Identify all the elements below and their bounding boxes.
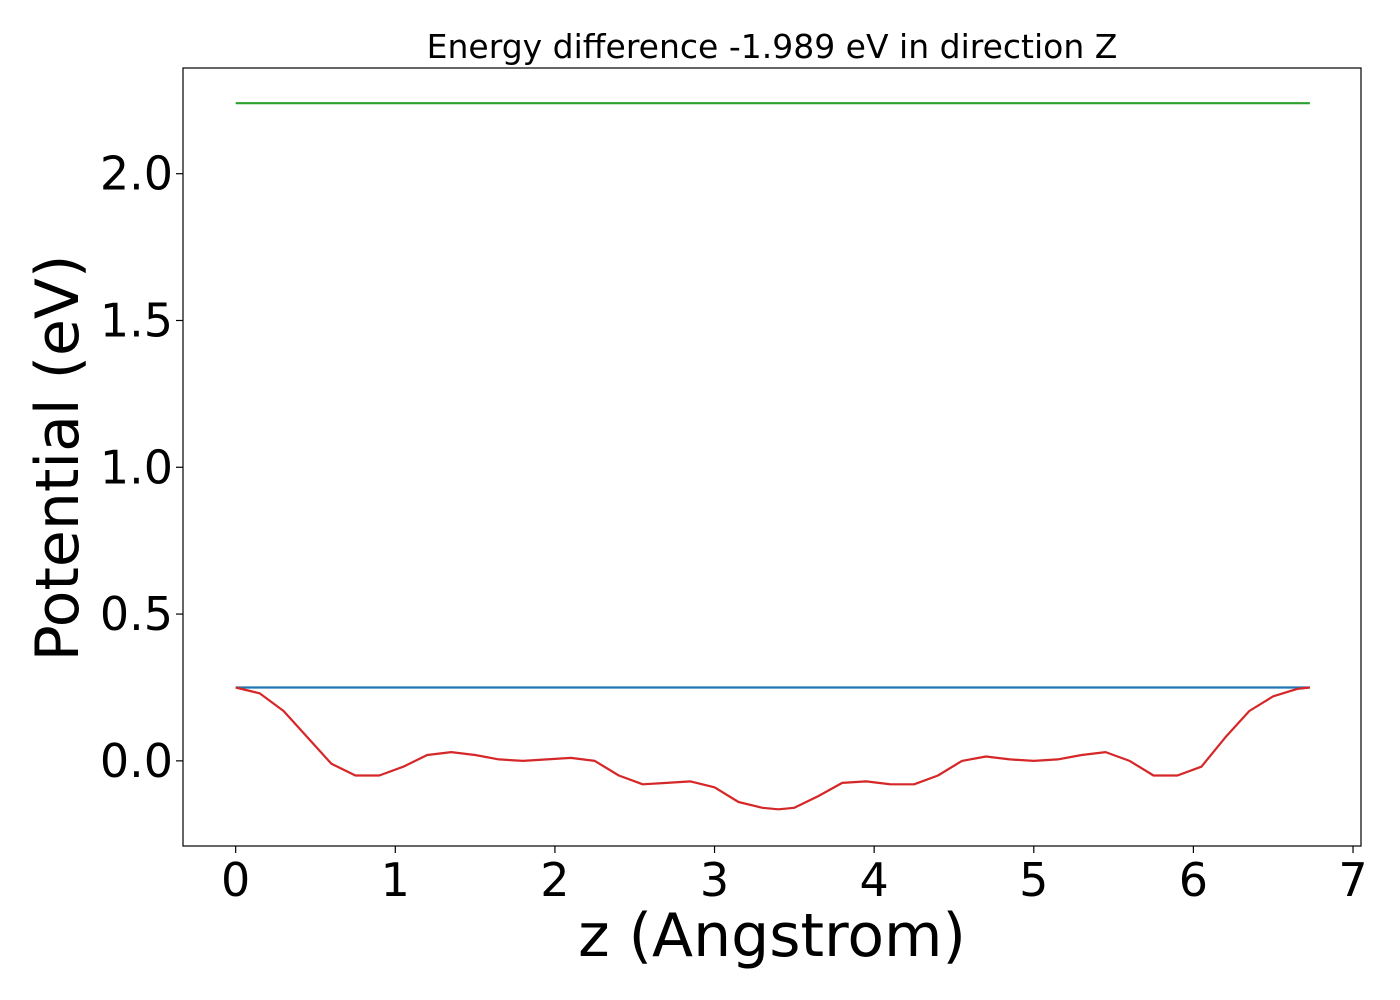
- plot-frame: [182, 67, 1362, 847]
- series-line-3: [235, 686, 1311, 811]
- plot-area: [235, 102, 1311, 811]
- y-axis: 0.0 0.5 1.0 1.5 2.0: [100, 147, 183, 788]
- x-axis: 0 1 2 3 4 5 6 7: [221, 846, 1368, 907]
- y-axis-label: Potential (eV): [23, 255, 93, 662]
- x-axis-label: z (Angstrom): [578, 901, 966, 971]
- x-tick-label: 5: [1019, 853, 1048, 907]
- y-tick-label: 0.5: [100, 587, 173, 641]
- y-tick-label: 0.0: [100, 734, 173, 788]
- x-tick-label: 0: [221, 853, 250, 907]
- x-tick-label: 6: [1179, 853, 1208, 907]
- x-tick-label: 3: [700, 853, 729, 907]
- x-tick-label: 4: [860, 853, 889, 907]
- x-tick-label: 2: [540, 853, 569, 907]
- y-tick-label: 1.5: [100, 293, 173, 347]
- x-tick-label: 7: [1338, 853, 1367, 907]
- y-tick-label: 2.0: [100, 147, 173, 201]
- y-tick-label: 1.0: [100, 440, 173, 494]
- chart-title: Energy difference -1.989 eV in direction…: [427, 27, 1118, 66]
- x-tick-label: 1: [381, 853, 410, 907]
